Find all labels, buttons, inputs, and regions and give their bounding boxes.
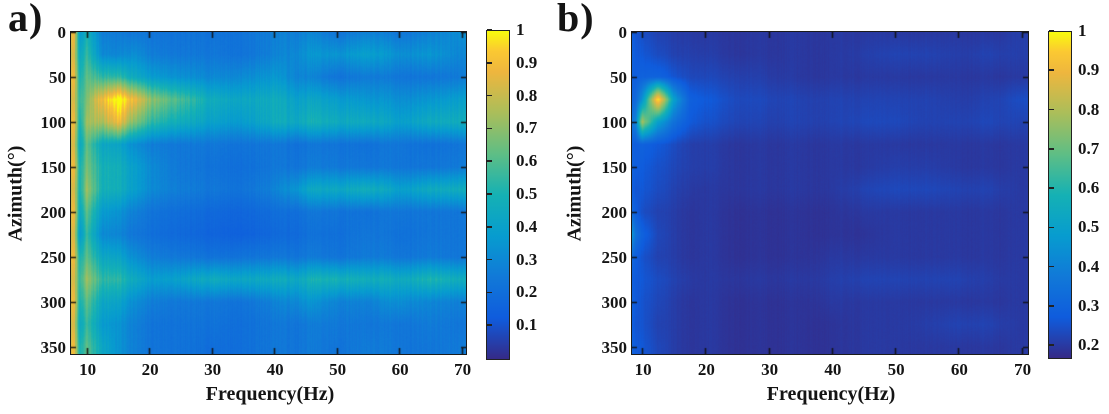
y-tick-label: 250 bbox=[40, 247, 67, 267]
colorbar-tick-label: 0.7 bbox=[516, 118, 538, 138]
colorbar-tick-mark bbox=[1049, 226, 1054, 229]
colorbar-tick-mark bbox=[487, 193, 492, 195]
x-tick-label: 70 bbox=[1014, 360, 1032, 379]
y-tick-label: 300 bbox=[40, 292, 67, 312]
colorbar-tick-mark bbox=[487, 29, 492, 31]
panel-a-label: a) bbox=[8, 0, 44, 40]
x-tick-label: 10 bbox=[634, 360, 652, 379]
y-tick-label: 0 bbox=[57, 23, 67, 42]
y-tick-label: 200 bbox=[601, 202, 628, 222]
x-tick-label: 30 bbox=[204, 360, 222, 379]
colorbar-tick-label: 0.3 bbox=[516, 249, 538, 269]
colorbar-tick-mark bbox=[487, 258, 492, 261]
colorbar-tick-mark bbox=[487, 127, 492, 130]
colorbar-tick-label: 1 bbox=[1078, 21, 1087, 40]
colorbar-tick-label: 0.5 bbox=[1078, 217, 1100, 237]
y-tick-label: 350 bbox=[40, 337, 67, 357]
colorbar-tick-label: 0.6 bbox=[516, 151, 538, 171]
x-tick-label: 10 bbox=[79, 360, 97, 379]
y-tick-label: 50 bbox=[49, 67, 66, 87]
x-tick-label: 60 bbox=[950, 360, 968, 379]
y-tick-label: 50 bbox=[610, 67, 627, 87]
x-tick-label: 50 bbox=[887, 360, 905, 379]
heatmap-b bbox=[631, 31, 1029, 355]
colorbar-tick-mark bbox=[1049, 344, 1054, 346]
y-tick-label: 300 bbox=[601, 292, 628, 312]
x-tick-label: 40 bbox=[824, 360, 842, 379]
panel-a: a) Azimuth(°) 10 20 30 40 50 60 70 0 50 100 150 20… bbox=[5, 0, 538, 405]
y-tick-label: 350 bbox=[601, 337, 628, 357]
colorbar-tick-label: 0.9 bbox=[1078, 60, 1100, 80]
colorbar-tick-label: 0.3 bbox=[1078, 295, 1100, 315]
colorbar-tick-mark bbox=[487, 160, 492, 162]
colorbar-tick-label: 0.4 bbox=[1078, 256, 1100, 276]
colorbar-tick-mark bbox=[487, 324, 492, 326]
colorbar-tick-mark bbox=[1049, 108, 1054, 111]
colorbar-tick-label: 0.8 bbox=[516, 85, 538, 105]
colorbar-b bbox=[1048, 31, 1072, 359]
x-tick-label: 50 bbox=[329, 360, 347, 379]
colorbar-tick-mark bbox=[487, 94, 492, 97]
y-tick-label: 0 bbox=[618, 23, 628, 42]
colorbar-tick-label: 0.7 bbox=[1078, 138, 1100, 158]
panel-b-label: b) bbox=[557, 0, 595, 40]
colorbar-tick-mark bbox=[1049, 30, 1054, 32]
colorbar-tick-mark bbox=[487, 226, 492, 228]
colorbar-a bbox=[486, 30, 510, 360]
y-tick-label: 100 bbox=[40, 112, 67, 132]
colorbar-tick-mark bbox=[1049, 305, 1054, 307]
colorbar-tick-label: 0.4 bbox=[516, 216, 538, 236]
colorbar-tick-mark bbox=[1049, 265, 1054, 268]
x-tick-label: 20 bbox=[141, 360, 159, 379]
x-tick-label: 30 bbox=[761, 360, 779, 379]
y-tick-label: 200 bbox=[40, 202, 67, 222]
colorbar-tick-label: 0.1 bbox=[516, 315, 538, 335]
y-tick-label: 150 bbox=[601, 157, 628, 177]
colorbar-tick-mark bbox=[1049, 148, 1054, 150]
x-tick-label: 60 bbox=[391, 360, 409, 379]
colorbar-tick-label: 1 bbox=[516, 20, 525, 39]
y-tick-label: 250 bbox=[601, 247, 628, 267]
colorbar-tick-mark bbox=[487, 291, 492, 294]
colorbar-tick-label: 0.6 bbox=[1078, 178, 1100, 198]
heatmap-a bbox=[70, 31, 467, 355]
colorbar-tick-label: 0.8 bbox=[1078, 99, 1100, 119]
colorbar-tick-label: 0.5 bbox=[516, 184, 538, 203]
panel-a-x-axis-label: Frequency(Hz) bbox=[205, 383, 335, 405]
colorbar-tick-label: 0.2 bbox=[516, 282, 538, 302]
panel-b: b) Azimuth(°) 10 20 30 40 50 60 70 0 50 100 150 20… bbox=[555, 0, 1109, 414]
x-tick-label: 40 bbox=[266, 360, 284, 379]
colorbar-tick-mark bbox=[1049, 69, 1054, 72]
colorbar-tick-label: 0.9 bbox=[516, 52, 538, 72]
y-tick-label: 100 bbox=[601, 112, 628, 132]
colorbar-tick-mark bbox=[1049, 187, 1054, 189]
y-tick-label: 150 bbox=[40, 157, 67, 177]
x-tick-label: 70 bbox=[454, 360, 472, 379]
x-tick-label: 20 bbox=[697, 360, 715, 379]
colorbar-tick-label: 0.2 bbox=[1078, 335, 1100, 355]
panel-b-x-axis-label: Frequency(Hz) bbox=[766, 383, 896, 405]
colorbar-tick-mark bbox=[487, 62, 492, 64]
